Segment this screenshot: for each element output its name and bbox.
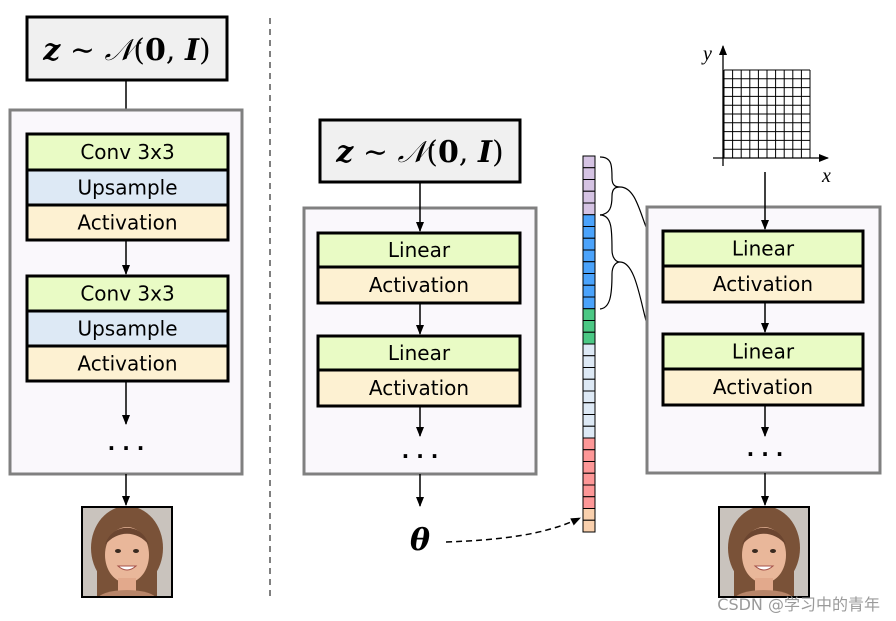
vector-cell bbox=[582, 155, 596, 169]
layer-block-upsample: Upsample bbox=[25, 309, 230, 348]
vector-cell bbox=[582, 355, 596, 368]
watermark: CSDN @学习中的青年 bbox=[717, 595, 880, 614]
layer-label: Conv 3x3 bbox=[80, 140, 174, 164]
layer-block-activation: Activation bbox=[661, 264, 865, 304]
vector-cell bbox=[582, 414, 596, 427]
layer-block-conv-3x3: Conv 3x3 bbox=[25, 274, 230, 313]
layer-label: Activation bbox=[713, 375, 813, 399]
vector-cell bbox=[582, 308, 596, 321]
latent-formula: z ∼ 𝒩(0, I) bbox=[335, 135, 503, 170]
vector-cell bbox=[582, 296, 596, 310]
layer-block-linear: Linear bbox=[316, 231, 522, 269]
vector-cell bbox=[582, 190, 596, 204]
vector-cell bbox=[582, 179, 596, 192]
vector-cell bbox=[582, 367, 596, 380]
vector-cell bbox=[582, 484, 596, 498]
vector-cell bbox=[582, 378, 596, 392]
layer-block-linear: Linear bbox=[661, 229, 865, 268]
theta-label: θ bbox=[410, 523, 430, 558]
layer-label: Activation bbox=[77, 211, 177, 235]
face-image-left bbox=[83, 508, 171, 596]
layer-label: Linear bbox=[732, 237, 795, 261]
vector-cell bbox=[582, 496, 596, 509]
layer-label: Upsample bbox=[77, 317, 177, 341]
layer-block-upsample: Upsample bbox=[25, 168, 230, 207]
layer-block-conv-3x3: Conv 3x3 bbox=[25, 132, 230, 172]
vector-cell bbox=[582, 273, 596, 286]
latent-input-middle: z ∼ 𝒩(0, I) bbox=[318, 118, 522, 184]
ellipsis-right: · · · bbox=[747, 442, 784, 466]
layer-block-activation: Activation bbox=[25, 203, 230, 242]
latent-input-left: z ∼ 𝒩(0, I) bbox=[25, 15, 229, 82]
vector-cell bbox=[582, 425, 596, 439]
layer-label: Activation bbox=[77, 352, 177, 376]
face-image-right bbox=[720, 508, 808, 596]
layer-block-activation: Activation bbox=[25, 344, 230, 383]
layer-block-linear: Linear bbox=[661, 332, 865, 371]
vector-cell bbox=[582, 331, 596, 345]
coordinate-grid bbox=[723, 69, 811, 159]
vector-cell bbox=[582, 167, 596, 180]
ellipsis-left: · · · bbox=[108, 436, 145, 460]
vector-cell bbox=[582, 449, 596, 462]
vector-cell bbox=[582, 343, 596, 357]
hypernetwork: z ∼ 𝒩(0, I) Linear Activation Linear Activa… bbox=[302, 118, 581, 558]
layer-label: Activation bbox=[369, 273, 469, 297]
vector-cell bbox=[582, 320, 596, 333]
vector-cell bbox=[582, 226, 596, 239]
layer-block-activation: Activation bbox=[316, 265, 522, 305]
ellipsis-middle: · · · bbox=[402, 444, 439, 468]
layer-label: Upsample bbox=[77, 176, 177, 200]
vector-cell bbox=[582, 461, 596, 474]
vector-cell bbox=[582, 519, 596, 533]
vector-cell bbox=[582, 284, 596, 298]
layer-label: Linear bbox=[732, 340, 795, 364]
layer-block-activation: Activation bbox=[316, 368, 522, 408]
layer-label: Linear bbox=[388, 341, 451, 365]
vector-cell bbox=[582, 202, 596, 216]
layer-label: Activation bbox=[713, 272, 813, 296]
axis-y-label: y bbox=[701, 43, 712, 65]
vector-cell bbox=[582, 214, 596, 227]
dashed-arrow bbox=[445, 517, 581, 543]
vector-cell bbox=[582, 508, 596, 521]
vector-cell bbox=[582, 261, 596, 274]
layer-label: Activation bbox=[369, 376, 469, 400]
vector-cell bbox=[582, 237, 596, 251]
parameter-vector bbox=[582, 155, 596, 533]
layer-block-linear: Linear bbox=[316, 334, 522, 372]
target-network: x y Linear Activation Linear Activation · ·… bbox=[645, 43, 882, 598]
vector-cell bbox=[582, 390, 596, 404]
vector-cell bbox=[582, 402, 596, 415]
vector-cell bbox=[582, 249, 596, 263]
axis-x-label: x bbox=[821, 165, 831, 187]
latent-formula: z ∼ 𝒩(0, I) bbox=[42, 33, 210, 68]
left-generator: z ∼ 𝒩(0, I) Conv 3x3 Upsample Activation Co… bbox=[8, 15, 244, 598]
vector-cell bbox=[582, 437, 596, 451]
vector-cell bbox=[582, 472, 596, 486]
layer-label: Conv 3x3 bbox=[80, 282, 174, 306]
layer-block-activation: Activation bbox=[661, 367, 865, 407]
layer-label: Linear bbox=[388, 238, 451, 262]
